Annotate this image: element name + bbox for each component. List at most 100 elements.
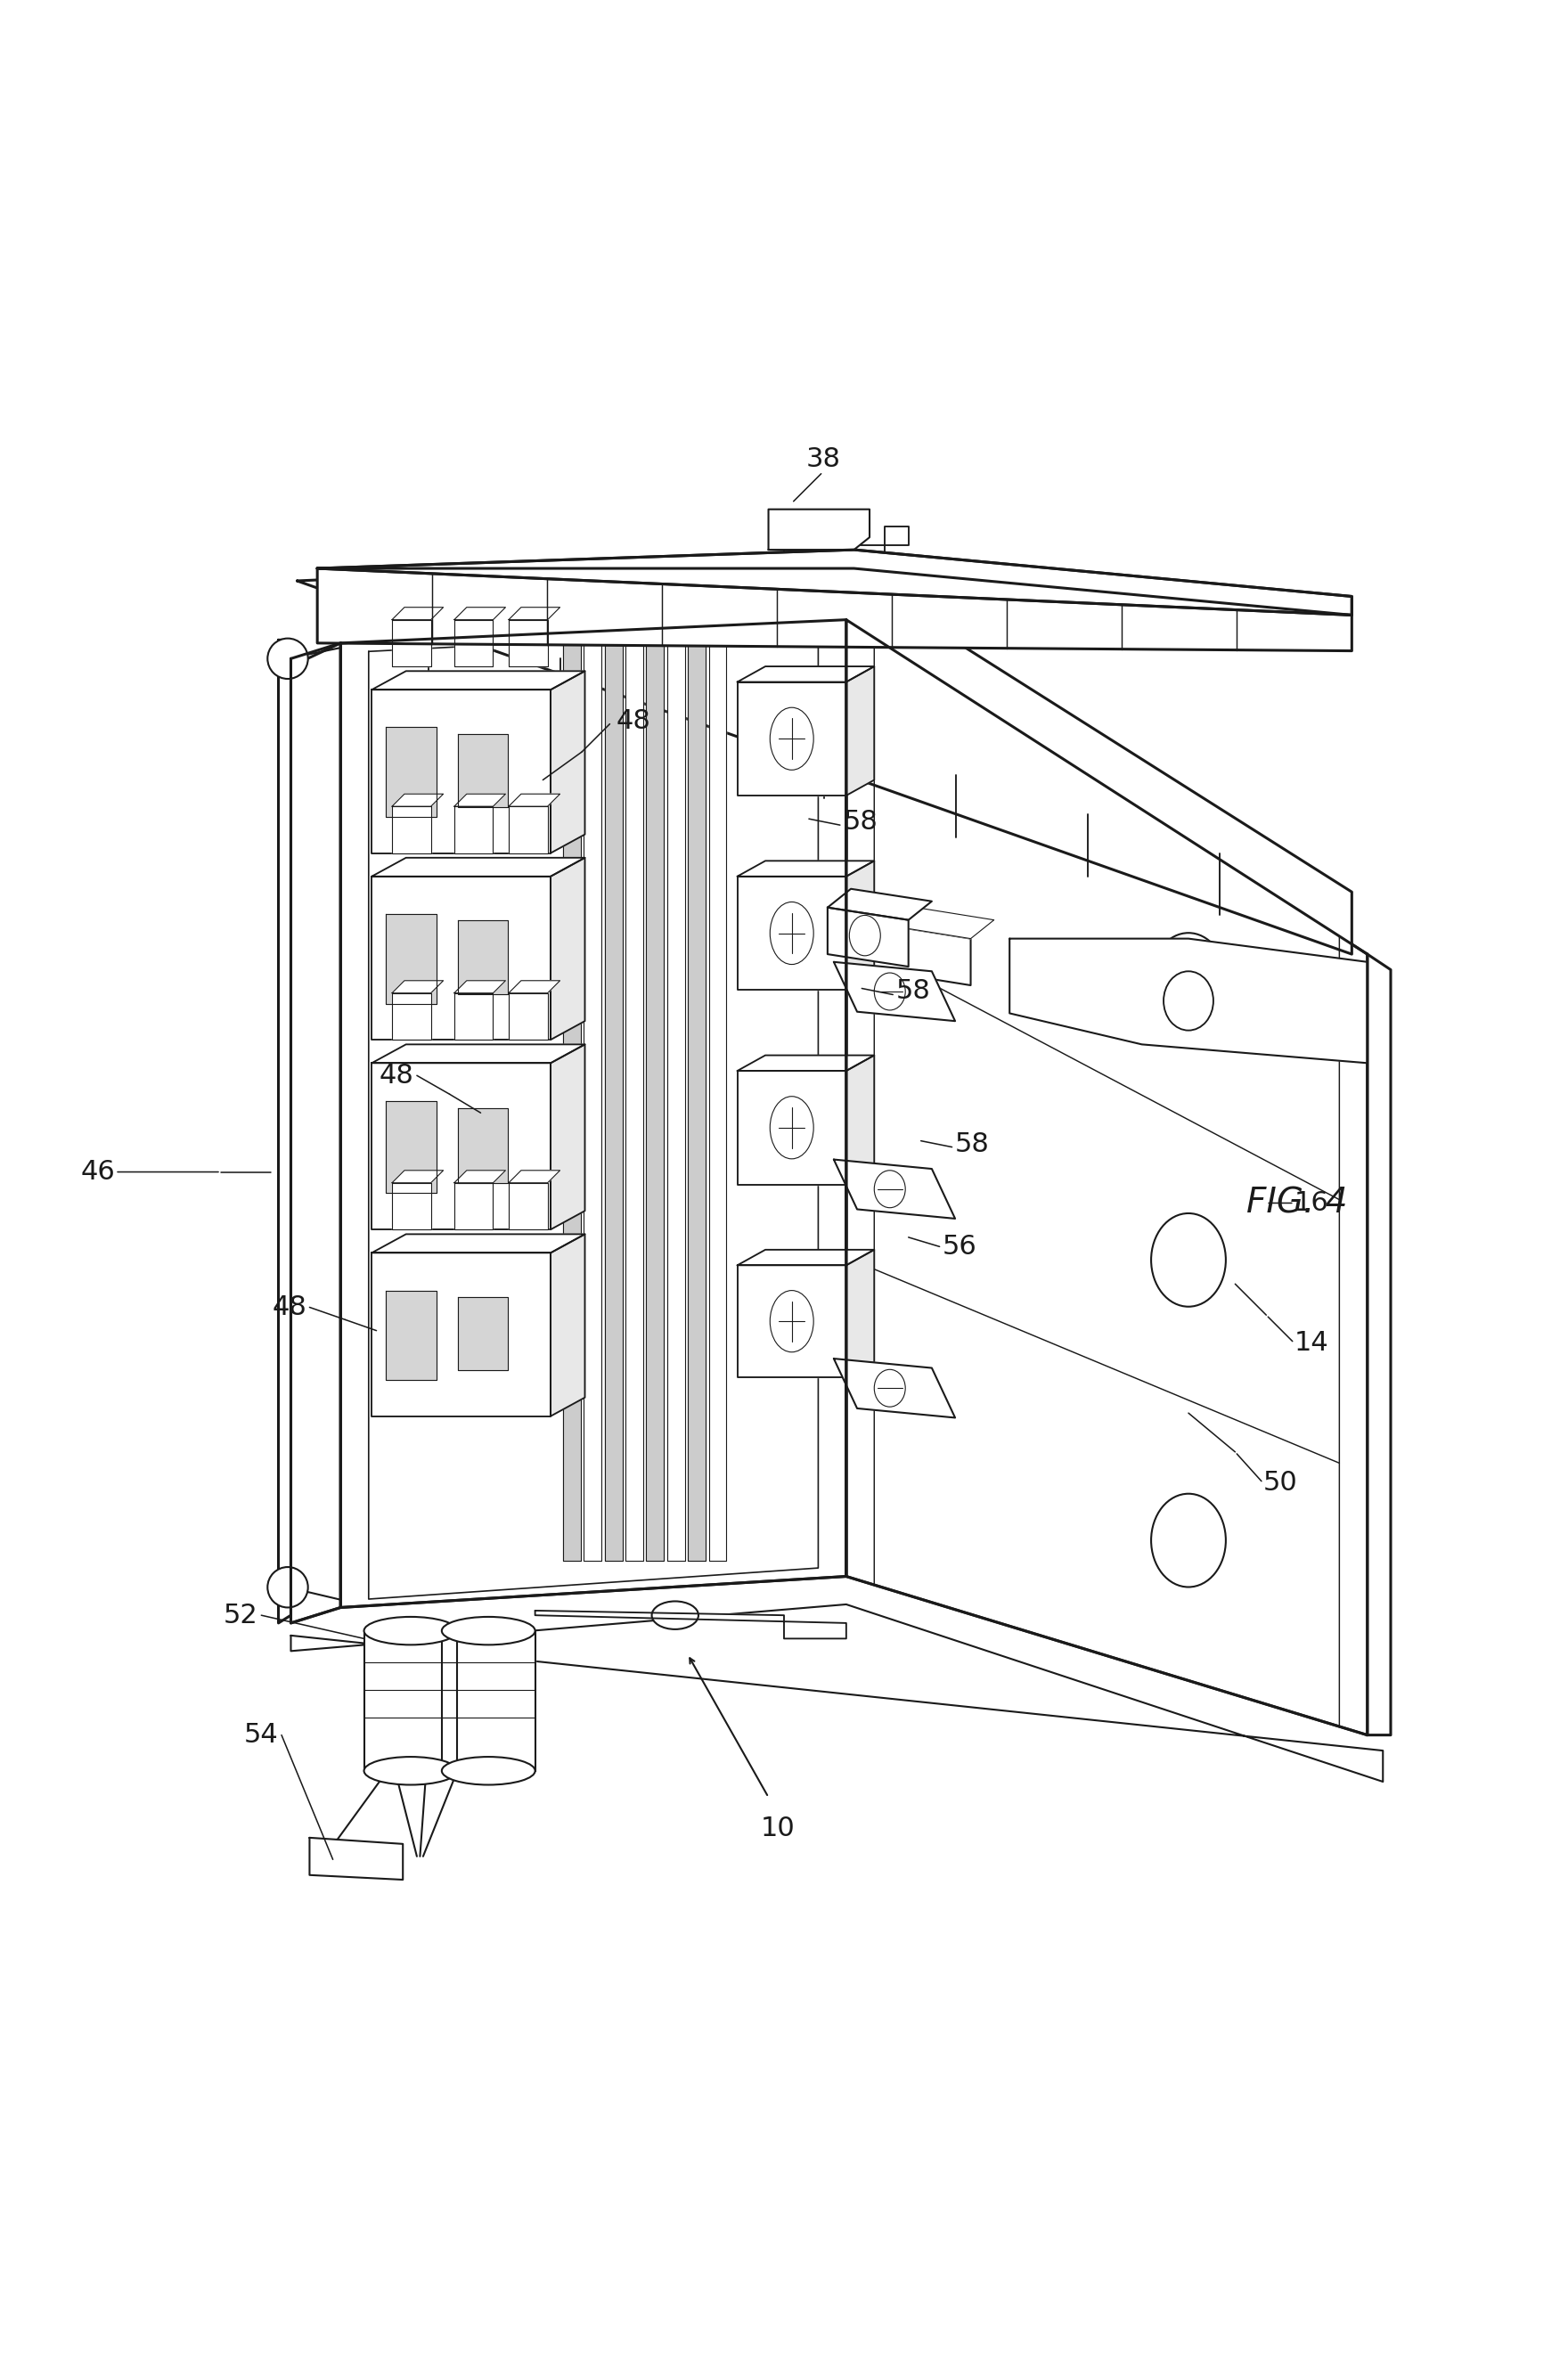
Polygon shape xyxy=(508,981,560,993)
Ellipse shape xyxy=(1151,1494,1226,1586)
Polygon shape xyxy=(458,734,508,808)
Ellipse shape xyxy=(875,1370,905,1406)
Text: 48: 48 xyxy=(379,1062,414,1088)
Ellipse shape xyxy=(1163,971,1214,1031)
Polygon shape xyxy=(626,634,643,1560)
Polygon shape xyxy=(364,1632,458,1772)
Text: 54: 54 xyxy=(245,1722,279,1748)
Polygon shape xyxy=(455,981,505,993)
Polygon shape xyxy=(855,919,971,986)
Ellipse shape xyxy=(875,1171,905,1209)
Text: 10: 10 xyxy=(760,1817,795,1841)
Text: FIG. 4: FIG. 4 xyxy=(1247,1185,1348,1221)
Text: 58: 58 xyxy=(844,810,878,836)
Polygon shape xyxy=(392,981,444,993)
Text: 58: 58 xyxy=(895,978,931,1005)
Polygon shape xyxy=(309,1838,403,1879)
Polygon shape xyxy=(847,620,1367,1736)
Polygon shape xyxy=(737,860,875,876)
Polygon shape xyxy=(550,857,585,1040)
Ellipse shape xyxy=(364,1757,458,1786)
Polygon shape xyxy=(392,793,444,808)
Polygon shape xyxy=(535,1610,847,1639)
Ellipse shape xyxy=(875,974,905,1009)
Polygon shape xyxy=(455,1183,492,1230)
Polygon shape xyxy=(563,634,580,1560)
Text: 52: 52 xyxy=(224,1603,259,1629)
Polygon shape xyxy=(340,620,847,1608)
Polygon shape xyxy=(855,900,994,938)
Polygon shape xyxy=(737,1266,847,1378)
Polygon shape xyxy=(583,634,602,1560)
Polygon shape xyxy=(372,1235,585,1254)
Ellipse shape xyxy=(850,914,881,955)
Ellipse shape xyxy=(442,1617,535,1646)
Polygon shape xyxy=(1010,938,1367,1064)
Polygon shape xyxy=(279,639,292,1622)
Polygon shape xyxy=(550,1235,585,1415)
Polygon shape xyxy=(458,1297,508,1370)
Polygon shape xyxy=(458,1109,508,1183)
Polygon shape xyxy=(737,1054,875,1071)
Text: 50: 50 xyxy=(1264,1470,1298,1496)
Polygon shape xyxy=(847,1054,875,1185)
Polygon shape xyxy=(508,1183,547,1230)
Polygon shape xyxy=(392,993,431,1040)
Polygon shape xyxy=(392,808,431,853)
Polygon shape xyxy=(847,1249,875,1377)
Polygon shape xyxy=(688,634,706,1560)
Polygon shape xyxy=(372,689,550,853)
Text: 48: 48 xyxy=(616,708,651,734)
Polygon shape xyxy=(458,922,508,995)
Polygon shape xyxy=(784,527,908,558)
Polygon shape xyxy=(508,808,547,853)
Polygon shape xyxy=(392,1171,444,1183)
Ellipse shape xyxy=(770,1097,814,1159)
Polygon shape xyxy=(646,634,663,1560)
Polygon shape xyxy=(455,993,492,1040)
Polygon shape xyxy=(392,608,444,620)
Polygon shape xyxy=(296,558,1352,955)
Polygon shape xyxy=(455,620,492,667)
Polygon shape xyxy=(317,549,1352,615)
Polygon shape xyxy=(847,860,875,990)
Circle shape xyxy=(268,639,307,679)
Polygon shape xyxy=(392,620,431,667)
Polygon shape xyxy=(666,634,685,1560)
Polygon shape xyxy=(392,1183,431,1230)
Ellipse shape xyxy=(770,1290,814,1351)
Text: 16: 16 xyxy=(1294,1190,1328,1216)
Text: 38: 38 xyxy=(806,446,840,473)
Circle shape xyxy=(268,1568,307,1608)
Polygon shape xyxy=(455,1171,505,1183)
Polygon shape xyxy=(292,1606,1383,1781)
Polygon shape xyxy=(386,1290,436,1380)
Polygon shape xyxy=(508,793,560,808)
Polygon shape xyxy=(372,876,550,1040)
Polygon shape xyxy=(317,568,1352,651)
Polygon shape xyxy=(372,1254,550,1415)
Polygon shape xyxy=(508,993,547,1040)
Polygon shape xyxy=(368,627,818,1598)
Polygon shape xyxy=(737,682,847,796)
Polygon shape xyxy=(508,608,560,620)
Polygon shape xyxy=(605,634,622,1560)
Polygon shape xyxy=(834,1358,955,1418)
Ellipse shape xyxy=(770,902,814,964)
Polygon shape xyxy=(372,857,585,876)
Polygon shape xyxy=(386,914,436,1005)
Polygon shape xyxy=(847,667,875,796)
Polygon shape xyxy=(508,1171,560,1183)
Polygon shape xyxy=(550,1045,585,1230)
Polygon shape xyxy=(737,876,847,990)
Text: 48: 48 xyxy=(271,1294,306,1320)
Ellipse shape xyxy=(652,1601,698,1629)
Polygon shape xyxy=(455,793,505,808)
Polygon shape xyxy=(372,1045,585,1064)
Text: 56: 56 xyxy=(942,1233,977,1259)
Polygon shape xyxy=(455,808,492,853)
Polygon shape xyxy=(709,634,726,1560)
Polygon shape xyxy=(834,962,955,1021)
Text: 14: 14 xyxy=(1294,1330,1328,1356)
Text: 58: 58 xyxy=(955,1130,989,1157)
